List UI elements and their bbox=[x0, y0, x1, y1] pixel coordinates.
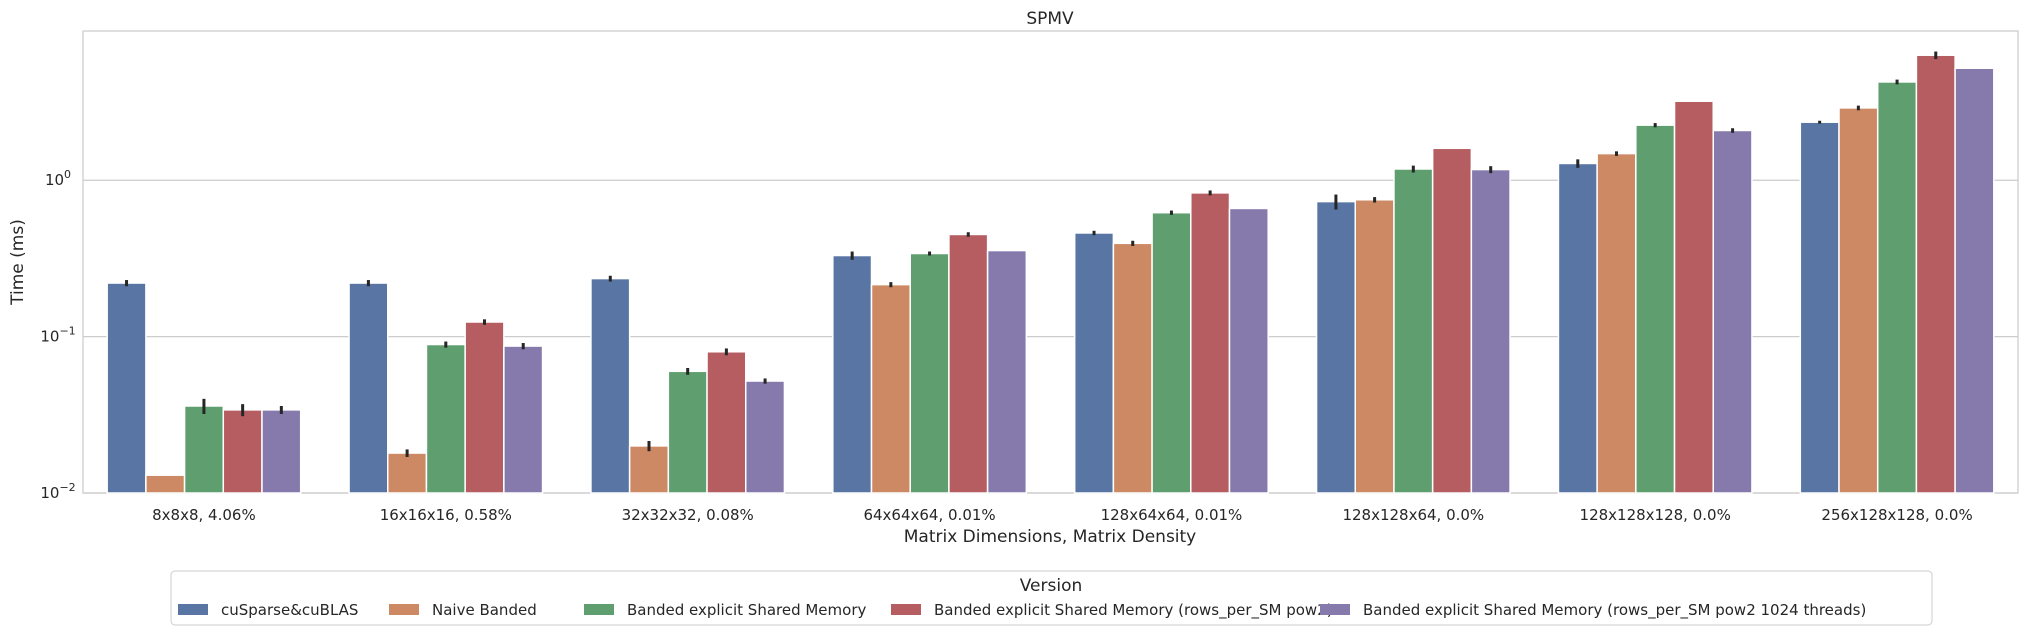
bar bbox=[1799, 121, 1840, 494]
legend-label: cuSparse&cuBLAS bbox=[221, 601, 358, 619]
legend-title: Version bbox=[1020, 576, 1083, 596]
legend-label: Naive Banded bbox=[432, 601, 537, 619]
legend-item: cuSparse&cuBLAS bbox=[178, 601, 358, 619]
bar bbox=[1470, 168, 1511, 494]
bar bbox=[145, 474, 186, 494]
bar bbox=[1596, 152, 1637, 494]
x-tick-labels: 8x8x8, 4.06% 16x16x16, 0.58% 32x32x32, 0.0… bbox=[152, 506, 1973, 524]
bar bbox=[628, 445, 670, 494]
legend-swatch bbox=[584, 604, 614, 615]
bar bbox=[1151, 211, 1192, 494]
bar bbox=[1635, 124, 1676, 494]
bar bbox=[106, 282, 147, 494]
bar bbox=[1190, 192, 1231, 494]
bar bbox=[1393, 168, 1434, 494]
bar bbox=[1354, 199, 1395, 494]
legend-label: Banded explicit Shared Memory (rows_per_… bbox=[1363, 601, 1866, 620]
x-tick-label: 64x64x64, 0.01% bbox=[863, 506, 995, 524]
bar bbox=[1112, 242, 1153, 494]
bar bbox=[1712, 129, 1753, 494]
bar bbox=[425, 343, 466, 494]
bar bbox=[1838, 107, 1879, 494]
legend-swatch bbox=[178, 604, 208, 615]
bar bbox=[667, 370, 708, 494]
legend-label: Banded explicit Shared Memory bbox=[627, 601, 866, 619]
x-tick-label: 32x32x32, 0.08% bbox=[622, 506, 754, 524]
y-tick-labels: 10−2 10−1 100 bbox=[40, 168, 75, 502]
x-tick-label: 128x64x64, 0.01% bbox=[1101, 506, 1243, 524]
chart-title: SPMV bbox=[1026, 9, 1074, 29]
bar bbox=[744, 380, 786, 494]
legend: Version cuSparse&cuBLAS Naive Banded Bande… bbox=[170, 570, 1933, 626]
x-tick-label: 128x128x128, 0.0% bbox=[1580, 506, 1731, 524]
bar bbox=[1915, 54, 1956, 494]
bar bbox=[464, 321, 505, 494]
bar bbox=[986, 249, 1028, 494]
bar bbox=[183, 405, 225, 494]
y-tick-label: 10−1 bbox=[40, 325, 75, 346]
bars bbox=[106, 54, 1995, 494]
bar bbox=[706, 351, 747, 494]
bar bbox=[387, 452, 428, 494]
y-tick-label: 100 bbox=[45, 168, 71, 189]
legend-swatch bbox=[389, 604, 419, 615]
bar bbox=[1431, 147, 1473, 494]
bar bbox=[1673, 100, 1714, 494]
bar bbox=[1876, 81, 1918, 494]
bar bbox=[222, 409, 263, 494]
legend-item: Banded explicit Shared Memory (rows_per_… bbox=[891, 601, 1333, 620]
bar bbox=[832, 254, 873, 494]
legend-label: Banded explicit Shared Memory (rows_per_… bbox=[934, 601, 1333, 620]
legend-item: Banded explicit Shared Memory bbox=[584, 601, 866, 619]
bar bbox=[1315, 200, 1357, 494]
error-bars bbox=[125, 51, 1938, 457]
x-tick-label: 16x16x16, 0.58% bbox=[380, 506, 512, 524]
y-axis-title: Time (ms) bbox=[8, 219, 28, 306]
legend-item: Naive Banded bbox=[389, 601, 537, 619]
x-tick-label: 256x128x128, 0.0% bbox=[1821, 506, 1972, 524]
bar bbox=[1557, 162, 1598, 494]
legend-swatch bbox=[891, 604, 921, 615]
x-tick-label: 8x8x8, 4.06% bbox=[152, 506, 256, 524]
bar bbox=[348, 282, 389, 494]
bar bbox=[1228, 207, 1269, 494]
y-tick-label: 10−2 bbox=[40, 481, 75, 502]
bar bbox=[590, 277, 631, 494]
bar bbox=[1073, 232, 1115, 494]
bar bbox=[1954, 67, 1995, 494]
bar bbox=[909, 252, 950, 494]
x-tick-label: 128x128x64, 0.0% bbox=[1342, 506, 1484, 524]
bar bbox=[503, 345, 544, 494]
bar bbox=[870, 283, 911, 494]
bar bbox=[261, 409, 302, 494]
x-axis-title: Matrix Dimensions, Matrix Density bbox=[904, 527, 1197, 547]
legend-swatch bbox=[1320, 604, 1350, 615]
bar bbox=[948, 233, 989, 494]
legend-item: Banded explicit Shared Memory (rows_per_… bbox=[1320, 601, 1866, 620]
